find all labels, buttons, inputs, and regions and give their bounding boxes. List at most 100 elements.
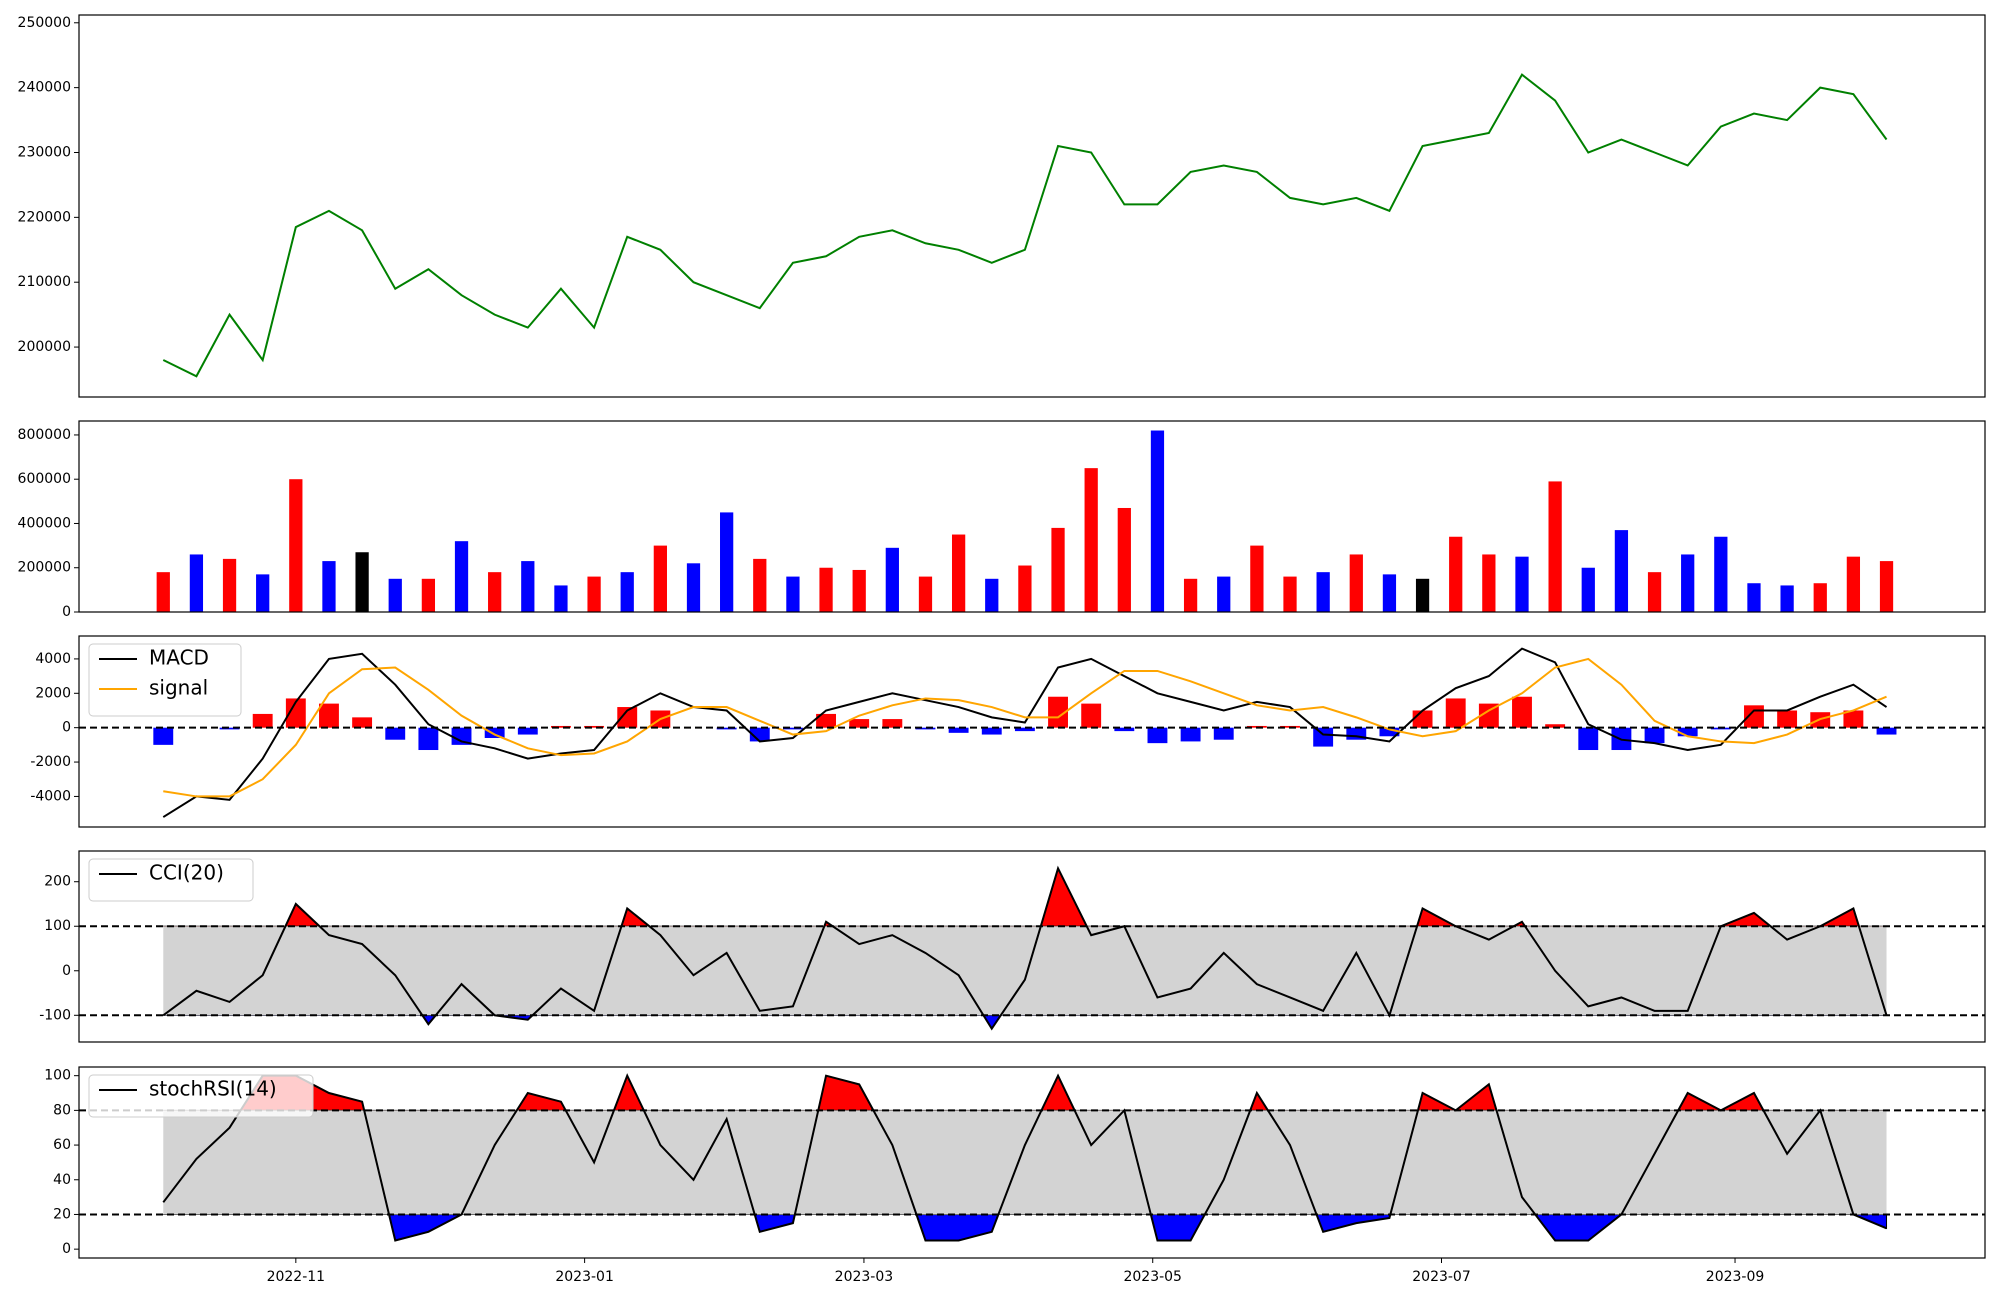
volume-bar: [355, 552, 369, 612]
histogram-bar: [1843, 710, 1864, 728]
x-tick-label: 2023-01: [555, 1269, 614, 1285]
histogram-bar: [1114, 727, 1135, 732]
y-tick-label: 200: [44, 874, 71, 890]
y-tick-label: 0: [62, 1241, 71, 1257]
y-tick-label: 80: [53, 1102, 71, 1118]
volume-bar: [1217, 576, 1231, 612]
x-tick-label: 2023-05: [1123, 1269, 1182, 1285]
y-tick-label: -4000: [30, 788, 71, 804]
volume-bar: [1846, 556, 1861, 612]
volume-bar: [1250, 545, 1264, 612]
series-line: [162, 1073, 1887, 1242]
volume-bar: [1449, 536, 1463, 612]
series-line: [162, 647, 1888, 818]
panel: [156, 430, 1894, 612]
volume-bar: [885, 547, 899, 612]
histogram-bar: [981, 727, 1002, 735]
volume-bar: [1515, 556, 1529, 612]
histogram-bar: [517, 727, 538, 735]
panel: [79, 647, 1985, 818]
volume-bar: [554, 585, 568, 612]
histogram-bar: [584, 725, 605, 728]
volume-bar: [852, 569, 866, 612]
y-tick-label: 4000: [35, 651, 71, 667]
y-tick-label: 250000: [18, 15, 71, 31]
histogram-bar: [716, 727, 737, 730]
legend-label: signal: [149, 676, 208, 700]
band: [163, 1110, 1887, 1215]
volume-bar: [156, 572, 170, 612]
legend-label: MACD: [149, 646, 209, 670]
histogram-bar: [1180, 727, 1201, 742]
legend: CCI(20): [88, 858, 254, 902]
histogram-bar: [451, 727, 472, 745]
y-tick-label: 400000: [18, 515, 71, 531]
legend: MACD signal: [88, 643, 242, 717]
volume-bar: [1018, 565, 1032, 612]
y-tick-label: 800000: [18, 427, 71, 443]
volume-bar: [620, 572, 634, 612]
volume-bar: [388, 578, 402, 612]
y-tick-label: 60: [53, 1137, 71, 1153]
histogram-bar: [1048, 696, 1068, 728]
panel: [79, 1073, 1985, 1242]
y-tick-label: 0: [62, 963, 71, 979]
legend: stochRSI(14): [88, 1074, 314, 1118]
histogram-bar: [1545, 724, 1566, 728]
volume-bar: [1714, 536, 1728, 612]
histogram-bar: [948, 727, 969, 733]
x-tick-label: 2023-03: [835, 1269, 894, 1285]
y-tick-label: 210000: [18, 274, 71, 290]
histogram-bar: [1412, 710, 1433, 728]
y-tick-label: 0: [62, 604, 71, 620]
histogram-bar: [551, 725, 571, 728]
volume-bar: [1349, 554, 1363, 612]
y-tick-label: 2000: [35, 685, 71, 701]
histogram-bar: [816, 713, 837, 728]
volume-bar: [587, 576, 601, 612]
legend-box: [88, 1074, 314, 1118]
legend-label: CCI(20): [149, 861, 224, 885]
histogram-bar: [1478, 703, 1499, 728]
histogram-bar: [252, 713, 273, 728]
series-line: [162, 73, 1888, 378]
volume-bar: [1382, 574, 1397, 612]
histogram-bar: [1147, 727, 1168, 744]
y-tick-label: 220000: [18, 209, 71, 225]
volume-bar: [1681, 554, 1695, 612]
volume-bar: [653, 545, 667, 612]
volume-bar: [454, 541, 469, 612]
volume-bar: [1813, 583, 1827, 612]
histogram-bar: [352, 717, 373, 728]
y-tick-label: -100: [39, 1007, 71, 1023]
volume-bar: [322, 561, 336, 612]
volume-bar: [686, 563, 701, 612]
y-tick-label: 20: [53, 1206, 71, 1222]
y-tick-label: 240000: [18, 80, 71, 96]
volume-bar: [189, 554, 204, 612]
histogram-bar: [1512, 696, 1532, 728]
histogram-bar: [1578, 727, 1599, 751]
volume-bar: [1780, 585, 1794, 612]
volume-bar: [753, 558, 767, 612]
volume-bar: [1614, 530, 1629, 612]
histogram-bar: [1379, 727, 1400, 737]
y-tick-label: 200000: [18, 339, 71, 355]
histogram-bar: [849, 719, 870, 728]
histogram-bar: [1014, 727, 1035, 732]
volume-bar: [289, 479, 303, 612]
band: [163, 926, 1887, 1016]
histogram-bar: [1081, 703, 1102, 728]
series-line: [163, 657, 1887, 798]
histogram-bar: [1445, 698, 1466, 728]
histogram-bar: [1644, 727, 1665, 744]
volume-bar: [985, 578, 999, 612]
volume-bar: [256, 574, 270, 612]
volume-bar: [1647, 572, 1662, 612]
x-tick-label: 2023-09: [1706, 1269, 1765, 1285]
histogram-bar: [617, 707, 638, 728]
volume-bar: [1879, 561, 1894, 612]
axes-frame: [78, 1066, 1986, 1259]
volume-bar: [421, 578, 436, 612]
y-tick-label: -2000: [30, 754, 71, 770]
